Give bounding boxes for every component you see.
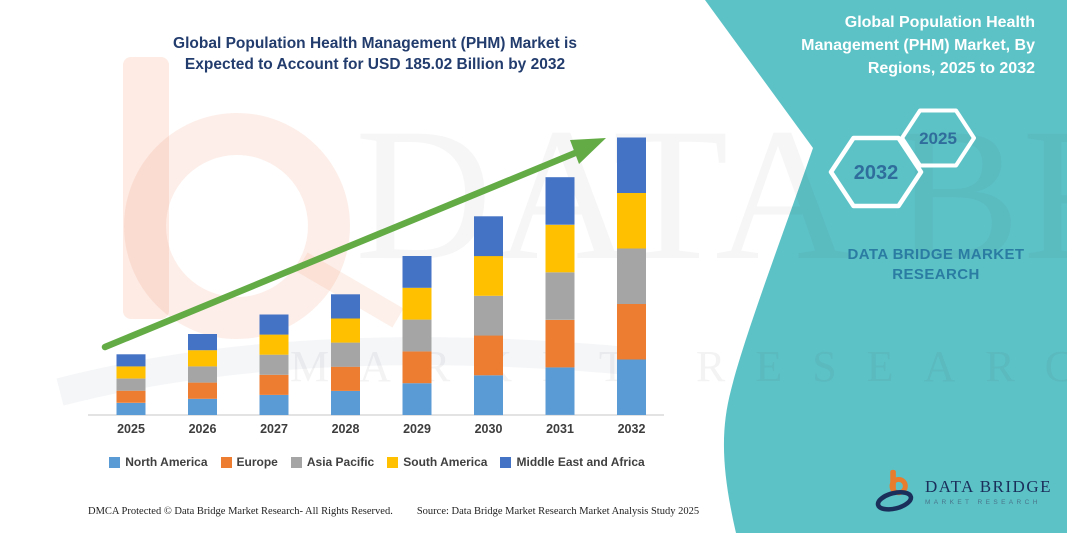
bar-segment-2027-middle-east-and-africa — [259, 314, 289, 335]
bar-segment-2032-middle-east-and-africa — [617, 137, 646, 193]
bar-segment-2028-asia-pacific — [331, 342, 360, 367]
bar-segment-2031-asia-pacific — [545, 272, 575, 320]
legend-swatch-icon — [109, 456, 121, 468]
panel-title-line1: Global Population Health — [844, 14, 1035, 31]
bar-segment-2027-north-america — [259, 394, 289, 415]
bar-segment-2025-europe — [116, 390, 146, 403]
bar-segment-2030-middle-east-and-africa — [474, 216, 503, 257]
bar-segment-2032-north-america — [617, 359, 646, 415]
hexagon-2032-icon — [828, 135, 924, 209]
legend-label: South America — [403, 455, 488, 469]
x-axis-label-2031: 2031 — [546, 422, 574, 436]
legend-label: North America — [125, 455, 208, 469]
bar-segment-2025-asia-pacific — [116, 378, 146, 391]
teal-panel-shape — [705, 0, 1067, 533]
x-axis-label-2030: 2030 — [474, 422, 503, 436]
hexagon-2025-label: 2025 — [919, 129, 957, 148]
bar-segment-2031-south-america — [545, 224, 575, 273]
bar-segment-2029-europe — [402, 351, 432, 384]
databridge-logo-icon — [875, 469, 914, 512]
x-axis-label-2029: 2029 — [403, 422, 431, 436]
trend-arrow-head-icon — [570, 138, 606, 164]
bar-segment-2026-north-america — [188, 398, 217, 415]
bar-segment-2031-europe — [545, 319, 575, 368]
source-text: Source: Data Bridge Market Research Mark… — [416, 506, 700, 517]
bars-group — [116, 137, 646, 416]
legend-swatch-icon — [290, 456, 302, 468]
bar-segment-2025-south-america — [116, 366, 146, 379]
chart-legend: North America Europe Asia Pacific South Ame… — [88, 455, 666, 469]
bar-segment-2029-north-america — [402, 383, 432, 415]
databridge-logo: DATA BRIDGE MARKET RESEARCH — [872, 463, 1052, 519]
x-axis-label-2027: 2027 — [260, 422, 288, 436]
legend-item-north-america: North America — [109, 455, 208, 469]
legend-item-middle-east-and-africa: Middle East and Africa — [500, 455, 645, 469]
logo-subtitle: MARKET RESEARCH — [924, 498, 1041, 506]
x-axis-label-2032: 2032 — [617, 422, 646, 436]
bar-segment-2030-europe — [474, 335, 503, 376]
bar-segment-2029-south-america — [402, 287, 432, 320]
footer: DMCA Protected © Data Bridge Market Rese… — [88, 506, 699, 517]
panel-brand-text: DATA BRIDGE MARKET RESEARCH — [847, 246, 1025, 283]
panel-title-line2: Management (PHM) Market, By — [801, 37, 1035, 54]
bar-segment-2026-middle-east-and-africa — [188, 334, 217, 351]
bar-segment-2026-europe — [188, 382, 217, 399]
bar-segment-2025-north-america — [116, 402, 146, 415]
bar-segment-2028-north-america — [331, 390, 360, 416]
bar-segment-2026-south-america — [188, 350, 217, 367]
bar-segment-2027-europe — [259, 374, 289, 395]
x-axis-label-2025: 2025 — [117, 422, 145, 436]
legend-swatch-icon — [387, 456, 399, 468]
panel-title: Global Population Health Management (PHM… — [735, 11, 1035, 80]
bar-segment-2029-asia-pacific — [402, 319, 432, 352]
chart-title-line1: Global Population Health Management (PHM… — [173, 35, 577, 52]
bar-segment-2032-south-america — [617, 193, 646, 249]
watermark-logo-stem — [123, 57, 169, 319]
bar-segment-2027-asia-pacific — [259, 354, 289, 375]
bar-segment-2030-south-america — [474, 256, 503, 296]
legend-swatch-icon — [220, 456, 232, 468]
bar-segment-2032-europe — [617, 304, 646, 360]
x-axis-label-2028: 2028 — [331, 422, 360, 436]
legend-label: Middle East and Africa — [516, 455, 645, 469]
bar-segment-2026-asia-pacific — [188, 366, 217, 383]
bar-segment-2031-middle-east-and-africa — [545, 177, 575, 225]
bar-segment-2030-north-america — [474, 375, 503, 416]
bar-segment-2028-south-america — [331, 318, 360, 343]
chart-title-line2: Expected to Account for USD 185.02 Billi… — [184, 56, 566, 73]
x-axis-label-2026: 2026 — [188, 422, 217, 436]
chart-title: Global Population Health Management (PHM… — [60, 33, 690, 75]
bar-segment-2025-middle-east-and-africa — [116, 354, 146, 367]
legend-item-europe: Europe — [220, 455, 278, 469]
bar-segment-2028-middle-east-and-africa — [331, 294, 360, 319]
legend-item-south-america: South America — [387, 455, 487, 469]
watermark-logo-tail — [296, 252, 404, 328]
bar-segment-2031-north-america — [545, 367, 575, 415]
bar-segment-2030-asia-pacific — [474, 295, 503, 336]
hexagon-2032-label: 2032 — [853, 162, 899, 184]
bar-segment-2032-asia-pacific — [617, 248, 646, 304]
watermark-logo-bowl — [124, 113, 350, 339]
bar-segment-2027-south-america — [259, 334, 289, 355]
panel-title-line3: Regions, 2025 to 2032 — [867, 60, 1035, 77]
dmca-text: DMCA Protected © Data Bridge Market Rese… — [88, 506, 393, 517]
legend-label: Europe — [236, 455, 278, 469]
bar-segment-2029-middle-east-and-africa — [402, 256, 432, 288]
legend-item-asia-pacific: Asia Pacific — [290, 455, 375, 469]
trend-arrow-shaft — [101, 147, 584, 351]
hexagon-2025-icon — [900, 108, 976, 168]
logo-title: DATA BRIDGE — [924, 476, 1052, 496]
bar-segment-2028-europe — [331, 366, 360, 391]
legend-label: Asia Pacific — [306, 455, 375, 469]
legend-swatch-icon — [500, 456, 512, 468]
